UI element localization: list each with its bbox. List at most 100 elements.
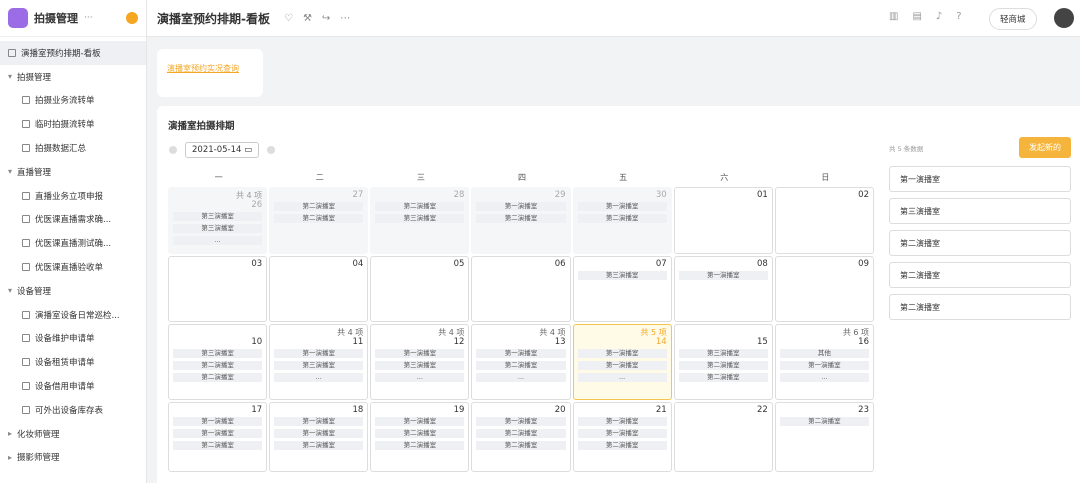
entry[interactable]: 第一演播室 (577, 417, 667, 426)
panel-item[interactable]: 第一演播室 (889, 166, 1071, 192)
day-cell[interactable]: 20 第一演播室 第二演播室 第二演播室 (471, 402, 571, 472)
entry[interactable]: 第一演播室 (577, 361, 667, 370)
entry[interactable]: 第一演播室 (173, 429, 263, 438)
entry[interactable]: 第二演播室 (577, 214, 667, 223)
day-cell[interactable]: 23 第二演播室 (774, 402, 874, 472)
entry[interactable]: 第二演播室 (274, 441, 364, 450)
nav-item[interactable]: ▾ 直播管理 (0, 160, 146, 184)
entry[interactable]: 第二演播室 (476, 429, 566, 438)
entry[interactable]: 第一演播室 (476, 417, 566, 426)
entry[interactable]: 第一演播室 (577, 202, 667, 211)
nav-item[interactable]: ▾ 拍摄管理 (0, 65, 146, 89)
entry[interactable]: 第二演播室 (375, 202, 465, 211)
nav-item[interactable]: 设备租赁申请单 (0, 350, 146, 374)
nav-item[interactable]: 拍摄业务流转单 (0, 89, 146, 113)
panel-item[interactable]: 第三演播室 (889, 198, 1071, 224)
entry[interactable]: 第二演播室 (476, 214, 566, 223)
entry[interactable]: ... (779, 373, 869, 382)
day-cell[interactable]: 04 (269, 256, 369, 322)
nav-item[interactable]: 可外出设备库存表 (0, 398, 146, 422)
nav-item[interactable]: ▸ 化妆师管理 (0, 422, 146, 446)
entry[interactable]: 第三演播室 (678, 349, 768, 358)
entry[interactable]: 第一演播室 (274, 429, 364, 438)
entry[interactable]: 第二演播室 (274, 214, 364, 223)
day-cell[interactable]: 30 第一演播室 第二演播室 (572, 187, 672, 254)
entry[interactable]: 第二演播室 (678, 361, 768, 370)
entry[interactable]: 第一演播室 (577, 349, 667, 358)
entry[interactable]: 第三演播室 (173, 349, 263, 358)
entry[interactable]: 第一演播室 (274, 349, 364, 358)
day-cell[interactable]: 03 (168, 256, 268, 322)
entry[interactable]: 其他 (779, 349, 869, 358)
nav-item[interactable]: 设备借用申请单 (0, 374, 146, 398)
entry[interactable]: 第三演播室 (274, 361, 364, 370)
entry[interactable]: ... (577, 373, 667, 382)
entry[interactable]: 第三演播室 (577, 271, 667, 280)
entry[interactable]: 第二演播室 (274, 202, 364, 211)
top-icons[interactable]: ▥▤♪? (889, 11, 976, 22)
nav-item[interactable]: 直播业务立项申报 (0, 184, 146, 208)
next[interactable] (267, 146, 275, 154)
day-cell[interactable]: 18 第一演播室 第一演播室 第二演播室 (269, 402, 369, 472)
nav-item[interactable]: 优医课直播验收单 (0, 255, 146, 279)
entry[interactable]: 第二演播室 (779, 417, 869, 426)
entry[interactable]: 第一演播室 (476, 349, 566, 358)
panel-item[interactable]: 第二演播室 (889, 230, 1071, 256)
day-cell[interactable]: 17 第一演播室 第一演播室 第二演播室 (168, 402, 268, 472)
nav-item[interactable]: 演播室预约排期-看板 (0, 41, 146, 65)
entry[interactable]: 第一演播室 (476, 202, 566, 211)
entry[interactable]: 第一演播室 (274, 417, 364, 426)
entry[interactable]: 第二演播室 (173, 361, 263, 370)
day-cell[interactable]: 22 (673, 402, 773, 472)
nav-item[interactable]: 临时拍摄流转单 (0, 112, 146, 136)
entry[interactable]: 第二演播室 (173, 373, 263, 382)
entry[interactable]: 第二演播室 (577, 441, 667, 450)
day-cell[interactable]: 06 (471, 256, 571, 322)
entry[interactable]: 第二演播室 (476, 361, 566, 370)
day-cell[interactable]: 10 第三演播室 第二演播室 第二演播室 (168, 324, 268, 400)
day-cell[interactable]: 共 4 项 26 第三演播室 第三演播室... (168, 187, 268, 254)
day-cell[interactable]: 共 4 项 11 第一演播室 第三演播室... (269, 324, 369, 400)
entry[interactable]: 第二演播室 (476, 441, 566, 450)
nav-item[interactable]: 拍摄数据汇总 (0, 136, 146, 160)
day-cell[interactable]: 19 第一演播室 第二演播室 第二演播室 (370, 402, 470, 472)
prev[interactable] (169, 146, 177, 154)
new-button[interactable]: 发起新的 (1019, 137, 1071, 158)
nav-item[interactable]: 优医课直播需求确... (0, 208, 146, 232)
day-cell[interactable]: 05 (370, 256, 470, 322)
day-cell[interactable]: 共 6 项 16 其他 第一演播室... (774, 324, 874, 400)
entry[interactable]: 第一演播室 (678, 271, 768, 280)
entry[interactable]: 第三演播室 (173, 212, 263, 221)
app-more[interactable]: ··· (84, 13, 93, 23)
day-cell[interactable]: 29 第一演播室 第二演播室 (471, 187, 571, 254)
entry[interactable]: 第三演播室 (375, 214, 465, 223)
entry[interactable]: ... (274, 373, 364, 382)
link[interactable]: 演播室预约实况查询 (167, 64, 239, 73)
add-button[interactable] (126, 12, 138, 24)
entry[interactable]: 第一演播室 (577, 429, 667, 438)
entry[interactable]: 第一演播室 (779, 361, 869, 370)
day-cell[interactable]: 15 第三演播室 第二演播室 第二演播室 (673, 324, 773, 400)
entry[interactable]: 第二演播室 (678, 373, 768, 382)
entry[interactable]: 第一演播室 (375, 349, 465, 358)
day-cell[interactable]: 07 第三演播室 (572, 256, 672, 322)
entry[interactable]: 第二演播室 (375, 429, 465, 438)
nav-item[interactable]: 设备维护申请单 (0, 327, 146, 351)
day-cell[interactable]: 27 第二演播室 第二演播室 (269, 187, 369, 254)
day-cell[interactable]: 共 5 项 14 第一演播室 第一演播室... (572, 324, 672, 400)
entry[interactable]: 第三演播室 (375, 361, 465, 370)
entry[interactable]: 第二演播室 (173, 441, 263, 450)
entry[interactable]: 第三演播室 (173, 224, 263, 233)
day-cell[interactable]: 28 第二演播室 第三演播室 (370, 187, 470, 254)
day-cell[interactable]: 共 4 项 13 第一演播室 第二演播室... (471, 324, 571, 400)
page-actions[interactable]: ♡⚒↪⋯ (283, 12, 361, 24)
avatar[interactable] (1054, 8, 1074, 28)
entry[interactable]: ... (476, 373, 566, 382)
entry[interactable]: 第二演播室 (375, 441, 465, 450)
day-cell[interactable]: 09 (774, 256, 874, 322)
day-cell[interactable]: 21 第一演播室 第一演播室 第二演播室 (572, 402, 672, 472)
day-cell[interactable]: 共 4 项 12 第一演播室 第三演播室... (370, 324, 470, 400)
day-cell[interactable]: 01 (673, 187, 773, 254)
nav-item[interactable]: 演播室设备日常巡检... (0, 303, 146, 327)
day-cell[interactable]: 08 第一演播室 (673, 256, 773, 322)
